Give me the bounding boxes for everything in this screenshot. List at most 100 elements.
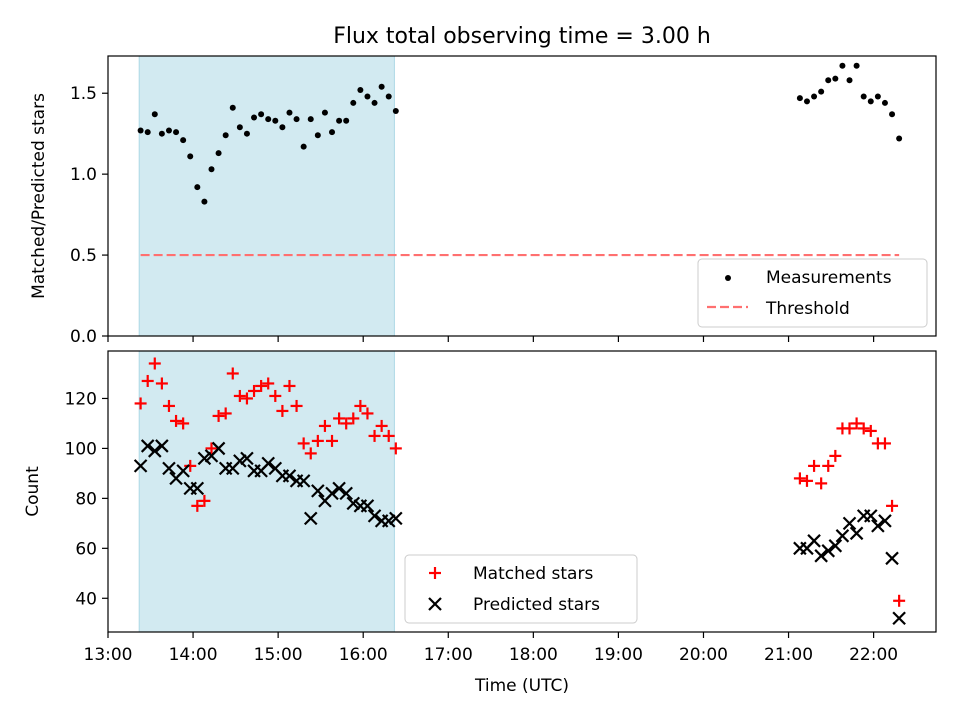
- matched-star-point: [893, 594, 906, 607]
- predicted-star-point: [849, 526, 864, 541]
- predicted-star-point: [240, 451, 254, 466]
- predicted-star-point: [864, 509, 878, 523]
- predicted-star-point: [892, 611, 906, 626]
- matched-stars-legend-label: Matched stars: [473, 564, 593, 584]
- predicted-star-point: [842, 516, 857, 531]
- matched-star-point: [829, 449, 842, 462]
- predicted-star-point: [190, 481, 205, 496]
- measurement-point: [371, 99, 378, 106]
- ratio-panel: 0.0 0.5 1.0 1.5 Matched/Predicted stars Mea…: [29, 55, 937, 347]
- matched-star-point: [283, 379, 296, 392]
- count-y-tick-label: 40: [75, 589, 97, 609]
- predicted-stars-legend-marker: [428, 597, 442, 611]
- matched-star-point: [815, 477, 828, 490]
- measurement-point: [378, 83, 385, 90]
- ratio-y-tick-label: 1.0: [70, 165, 97, 185]
- measurement-point: [173, 129, 180, 136]
- ratio-panel-ticks: 0.0 0.5 1.0 1.5: [70, 84, 875, 347]
- matched-star-point: [382, 429, 395, 442]
- time-x-tick-label: 21:00: [764, 645, 813, 665]
- count-panel-xlabel: Time (UTC): [474, 676, 569, 696]
- predicted-star-point: [282, 469, 297, 483]
- matched-star-point: [347, 412, 360, 425]
- count-panel: 40 60 80 100 120 13:00 14:00 15:00 16:00 17:00 18:…: [23, 350, 937, 696]
- measurement-point: [158, 130, 165, 137]
- matched-star-point: [326, 434, 339, 447]
- matched-star-point: [800, 474, 813, 487]
- count-y-tick-label: 100: [65, 439, 97, 459]
- matched-star-point: [134, 397, 147, 410]
- predicted-star-point: [821, 544, 836, 558]
- matched-star-point: [170, 414, 183, 427]
- measurement-point: [896, 135, 903, 142]
- predicted-star-point: [367, 509, 382, 523]
- measurement-point: [803, 98, 810, 105]
- measurement-point: [825, 77, 832, 84]
- measurement-point: [208, 166, 215, 173]
- matched-star-point: [177, 417, 190, 430]
- matched-star-point: [808, 459, 821, 472]
- ratio-panel-ylabel: Matched/Predicted stars: [29, 93, 49, 299]
- count-panel-ticks: 40 60 80 100 120 13:00 14:00 15:00 16:00 17:00 18:…: [65, 389, 899, 665]
- matched-star-point: [361, 407, 374, 420]
- measurement-point: [251, 114, 258, 121]
- predicted-star-point: [233, 454, 247, 468]
- matched-star-point: [184, 459, 197, 472]
- measurement-point: [350, 99, 357, 106]
- measurement-point: [272, 117, 279, 124]
- measurement-point: [357, 86, 364, 93]
- matched-stars-points: [134, 357, 906, 607]
- matched-star-point: [226, 367, 239, 380]
- matched-star-point: [219, 407, 232, 420]
- predicted-star-point: [311, 484, 325, 498]
- matched-star-point: [155, 377, 168, 390]
- predicted-star-point: [296, 474, 311, 488]
- measurement-point: [881, 99, 888, 106]
- matched-star-point: [389, 442, 402, 455]
- ratio-legend-box: [697, 258, 928, 328]
- predicted-star-point: [360, 499, 375, 513]
- time-x-tick-label: 14:00: [169, 645, 218, 665]
- measurement-points: [137, 62, 903, 205]
- matched-star-point: [368, 429, 381, 442]
- matched-star-point: [375, 419, 388, 432]
- predicted-star-point: [303, 511, 318, 526]
- predicted-star-point: [814, 549, 828, 563]
- matched-star-point: [857, 422, 870, 435]
- measurement-point: [258, 111, 265, 118]
- predicted-star-point: [211, 441, 226, 456]
- time-x-tick-label: 16:00: [339, 645, 388, 665]
- measurement-point: [194, 184, 201, 191]
- matched-star-point: [864, 424, 877, 437]
- measurement-point: [314, 132, 321, 139]
- matched-star-point: [212, 409, 225, 422]
- measurements-legend-label: Measurements: [766, 268, 892, 288]
- measurement-point: [293, 116, 300, 123]
- measurement-point: [215, 150, 222, 157]
- matched-star-point: [148, 357, 161, 370]
- matched-star-point: [822, 459, 835, 472]
- time-x-tick-label: 13:00: [84, 645, 133, 665]
- matched-star-point: [255, 379, 268, 392]
- measurement-point: [385, 93, 392, 100]
- matched-star-point: [248, 384, 261, 397]
- measurement-point: [300, 143, 307, 150]
- threshold-legend-label: Threshold: [765, 299, 850, 319]
- measurement-point: [811, 93, 818, 100]
- measurement-point: [279, 124, 286, 131]
- matched-star-point: [878, 437, 891, 450]
- matched-star-point: [297, 437, 310, 450]
- measurement-point: [201, 198, 208, 205]
- predicted-star-point: [162, 461, 176, 476]
- matched-star-point: [354, 399, 367, 412]
- matched-star-point: [269, 389, 282, 402]
- measurement-point: [165, 127, 172, 134]
- matched-legend-glyph: [429, 567, 441, 579]
- matched-star-point: [205, 442, 218, 455]
- count-panel-legend: Matched stars Predicted stars: [404, 554, 638, 624]
- ratio-y-tick-label: 1.5: [70, 84, 97, 104]
- matched-star-point: [240, 392, 253, 405]
- matched-star-point: [311, 434, 324, 447]
